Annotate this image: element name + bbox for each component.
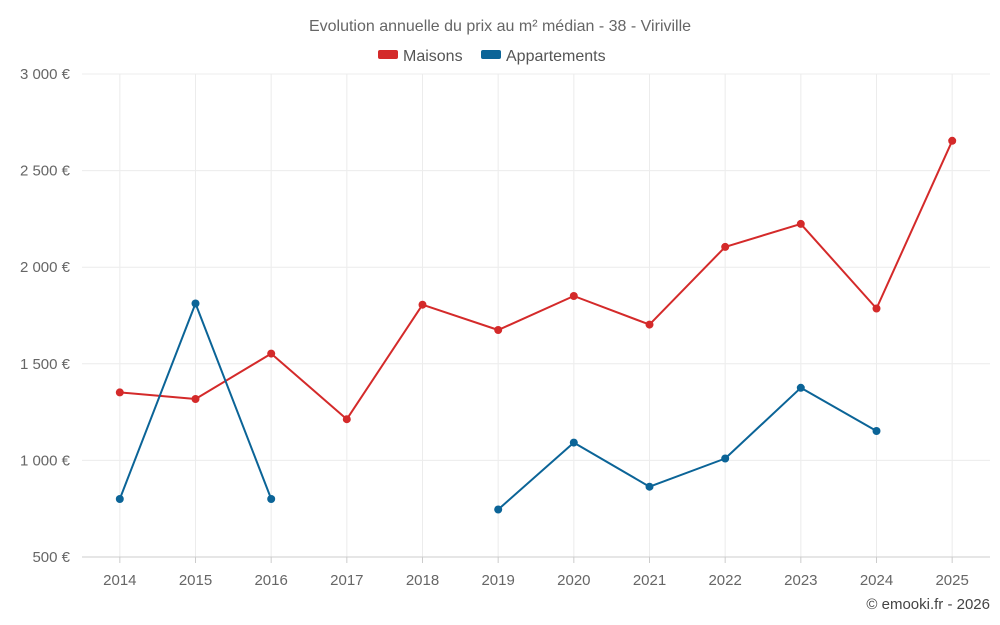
x-tick-label: 2017 (330, 572, 363, 589)
x-tick-label: 2020 (557, 572, 590, 589)
data-point-appartements-2014[interactable] (115, 495, 124, 503)
series (115, 136, 957, 514)
x-tick-label: 2024 (860, 572, 893, 589)
data-point-maisons-2024[interactable] (872, 304, 881, 313)
data-point-appartements-2021[interactable] (645, 482, 654, 491)
data-point-maisons-2025[interactable] (948, 136, 957, 145)
data-point-maisons-2017[interactable] (342, 415, 351, 424)
y-tick-label: 500 € (32, 549, 70, 566)
legend-label-maisons: Maisons (403, 48, 463, 65)
y-tick-label: 1 500 € (20, 356, 71, 373)
chart-title: Evolution annuelle du prix au m² médian … (309, 18, 691, 35)
x-tick-label: 2025 (935, 572, 968, 589)
legend-swatch-appartements (481, 50, 501, 59)
y-tick-label: 1 000 € (20, 452, 71, 469)
y-tick-label: 3 000 € (20, 66, 71, 83)
x-tick-label: 2015 (179, 572, 212, 589)
y-tick-label: 2 500 € (20, 163, 71, 180)
data-point-appartements-2016[interactable] (267, 495, 276, 503)
data-point-appartements-2024[interactable] (872, 427, 881, 435)
legend-label-appartements: Appartements (506, 48, 606, 65)
x-tick-label: 2016 (254, 572, 287, 589)
data-point-maisons-2014[interactable] (115, 388, 124, 397)
data-point-maisons-2015[interactable] (191, 395, 200, 403)
data-point-appartements-2022[interactable] (721, 454, 730, 463)
axes: 500 € 1 000 € 1 500 € 2 000 € 2 500 € 3 000 €… (20, 66, 990, 589)
series-maisons (115, 136, 957, 424)
legend-swatch-maisons (378, 50, 398, 59)
x-tick-label: 2018 (406, 572, 439, 589)
credit-text: © emooki.fr - 2026 (866, 596, 990, 613)
x-tick-label: 2022 (708, 572, 741, 589)
legend-item-maisons[interactable]: Maisons (378, 48, 463, 65)
legend: Maisons Appartements (378, 48, 606, 65)
data-point-appartements-2020[interactable] (569, 438, 578, 447)
series-line-maisons (119, 140, 954, 421)
x-tick-label: 2014 (103, 572, 136, 589)
series-line-appartements (497, 386, 877, 511)
data-point-maisons-2019[interactable] (494, 326, 503, 334)
y-tick-label: 2 000 € (20, 259, 71, 276)
legend-item-appartements[interactable]: Appartements (481, 48, 606, 65)
data-point-maisons-2023[interactable] (796, 219, 805, 228)
data-point-maisons-2022[interactable] (721, 242, 730, 251)
data-point-appartements-2019[interactable] (494, 505, 503, 514)
x-tick-label: 2021 (633, 572, 666, 589)
data-point-appartements-2015[interactable] (191, 299, 200, 308)
data-point-maisons-2018[interactable] (418, 300, 427, 309)
data-point-appartements-2023[interactable] (796, 383, 805, 392)
data-point-maisons-2020[interactable] (569, 292, 578, 300)
data-point-maisons-2016[interactable] (267, 349, 276, 358)
series-appartements (115, 299, 881, 514)
data-point-maisons-2021[interactable] (645, 320, 654, 329)
x-tick-label: 2023 (784, 572, 817, 589)
x-tick-label: 2019 (481, 572, 514, 589)
grid (82, 73, 990, 557)
